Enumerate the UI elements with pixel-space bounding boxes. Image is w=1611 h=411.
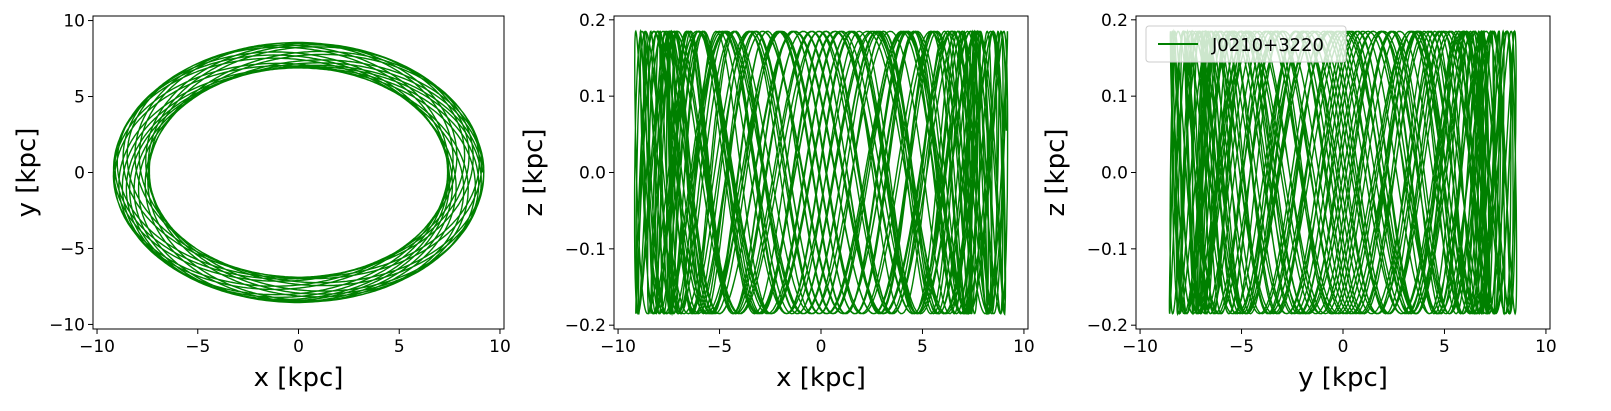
legend-box [1145, 25, 1347, 63]
x-tick-label: 5 [917, 337, 928, 357]
y-tick-label: 0 [74, 164, 85, 184]
x-tick-label: 10 [1535, 337, 1557, 357]
y-tick-label: 0.0 [579, 164, 606, 184]
y-ticks: −10 −5 0 5 10 [49, 12, 93, 335]
y-axis-label: z [kpc] [1041, 128, 1071, 216]
x-tick-label: −5 [1229, 337, 1254, 357]
y-tick-label: 10 [63, 12, 85, 32]
y-tick-label: 0.1 [579, 87, 606, 107]
y-tick-label: −0.1 [565, 240, 606, 260]
x-ticks: −10 −5 0 5 10 [600, 329, 1035, 357]
x-tick-label: 0 [293, 337, 304, 357]
x-ticks: −10 −5 0 5 10 [79, 329, 511, 357]
orbit-traces [112, 41, 485, 304]
x-axis-label: x [kpc] [254, 363, 344, 393]
panel-xz: −10 −5 0 5 10 −0.2 −0.1 0.0 0.1 0.2 x [kpc] z [k… [519, 11, 1035, 393]
legend-entry-label: J0210+3220 [1211, 35, 1324, 56]
y-tick-label: 0.0 [1101, 164, 1128, 184]
x-ticks: −10 −5 0 5 10 [1122, 329, 1557, 357]
x-tick-label: 5 [1439, 337, 1450, 357]
panel-xy: −10 −5 0 5 10 −10 −5 0 5 10 x [kpc] y [kpc] [12, 12, 511, 393]
x-tick-label: 0 [816, 337, 827, 357]
x-axis-label: x [kpc] [776, 363, 866, 393]
orbit-traces [1168, 28, 1518, 317]
legend: J0210+3220 [1145, 25, 1347, 63]
panel-yz: −10 −5 0 5 10 −0.2 −0.1 0.0 0.1 0.2 y [kpc] z [k… [1041, 11, 1557, 393]
y-ticks: −0.2 −0.1 0.0 0.1 0.2 [1087, 11, 1136, 336]
y-tick-label: 5 [74, 88, 85, 108]
orbit-line [1168, 28, 1518, 317]
orbit-line [112, 41, 485, 304]
x-tick-label: 5 [394, 337, 405, 357]
orbit-traces [633, 28, 1009, 317]
orbit-line [633, 28, 1009, 317]
x-axis-label: y [kpc] [1298, 363, 1388, 393]
y-tick-label: 0.2 [579, 11, 606, 31]
y-tick-label: 0.2 [1101, 11, 1128, 31]
x-tick-label: 0 [1338, 337, 1349, 357]
y-axis-label: y [kpc] [12, 128, 42, 218]
x-tick-label: −10 [79, 337, 115, 357]
y-ticks: −0.2 −0.1 0.0 0.1 0.2 [565, 11, 614, 336]
x-tick-label: −10 [600, 337, 636, 357]
y-tick-label: 0.1 [1101, 87, 1128, 107]
y-tick-label: −5 [60, 239, 85, 259]
y-tick-label: −0.2 [565, 316, 606, 336]
x-tick-label: −5 [707, 337, 732, 357]
x-tick-label: −10 [1122, 337, 1158, 357]
y-tick-label: −0.1 [1087, 240, 1128, 260]
x-tick-label: 10 [1013, 337, 1035, 357]
y-tick-label: −0.2 [1087, 316, 1128, 336]
x-tick-label: 10 [489, 337, 511, 357]
x-tick-label: −5 [185, 337, 210, 357]
y-tick-label: −10 [49, 315, 85, 335]
y-axis-label: z [kpc] [519, 128, 549, 216]
